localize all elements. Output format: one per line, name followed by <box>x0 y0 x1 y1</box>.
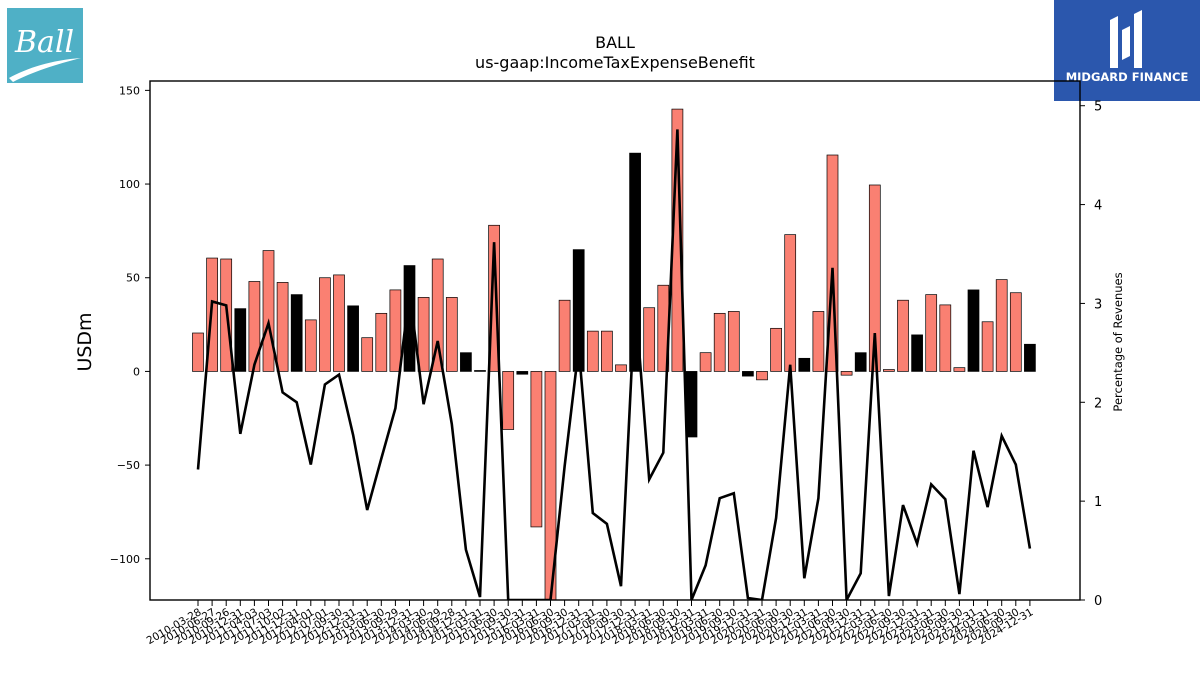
ball-logo-text: Ball <box>14 25 74 60</box>
bar-2016-03-31 <box>530 371 543 528</box>
bars-layer <box>192 108 1036 601</box>
ball-logo: Ball <box>7 8 83 83</box>
bar-2012-12-31 <box>347 305 359 372</box>
chart-title: BALL <box>595 33 635 52</box>
bar-2013-06-30 <box>375 312 388 372</box>
y2-tick-label: 0 <box>1094 594 1102 609</box>
bar-2017-03-31 <box>586 330 599 372</box>
y2-tick-label: 4 <box>1094 199 1102 214</box>
y-tick-label: 50 <box>126 272 140 285</box>
bar-2011-07-03 <box>262 250 275 372</box>
y-axis-label: USDm <box>74 312 96 371</box>
y-tick-label: −50 <box>117 459 140 472</box>
bar-2019-06-30 <box>713 312 726 372</box>
chart-subtitle: us-gaap:IncomeTaxExpenseBenefit <box>475 53 755 72</box>
bar-2014-03-30 <box>417 297 430 372</box>
plot-frame <box>149 80 1081 601</box>
bar-2010-03-28 <box>192 332 204 372</box>
bar-2020-06-30 <box>770 327 782 372</box>
bar-2011-10-02 <box>276 282 289 372</box>
bar-2014-06-29 <box>431 258 444 372</box>
bar-2024-12-31 <box>1024 343 1036 372</box>
bar-2024-09-30 <box>1009 292 1022 372</box>
bar-2015-12-31 <box>516 371 529 375</box>
y2-tick-label: 3 <box>1094 297 1102 312</box>
line-layer <box>196 129 1032 600</box>
bar-2012-04-01 <box>304 319 317 372</box>
y-tick-label: −100 <box>110 553 140 566</box>
bar-2014-12-31 <box>460 352 472 372</box>
bar-2022-12-31 <box>911 334 923 372</box>
bar-2021-06-30 <box>826 154 839 372</box>
axes-layer: −100−500501001500123452010-03-282010-06-… <box>110 80 1102 647</box>
bar-2015-09-30 <box>502 371 515 430</box>
bar-2019-12-31 <box>742 371 754 377</box>
bar-2011-12-31 <box>290 294 303 372</box>
bar-2018-12-31 <box>685 371 698 438</box>
bar-2013-12-31 <box>403 265 416 372</box>
ball-logo-swoosh <box>9 58 81 82</box>
bar-2022-09-30 <box>897 299 909 372</box>
midgard-logo-mark <box>1110 10 1142 68</box>
bar-2019-09-30 <box>727 311 740 372</box>
bar-2022-06-30 <box>883 369 895 372</box>
bar-2016-09-30 <box>558 299 571 372</box>
bar-2011-04-03 <box>248 281 261 372</box>
bar-2016-12-31 <box>572 249 585 372</box>
bar-2020-03-31 <box>756 371 768 381</box>
bar-2021-12-31 <box>854 352 867 372</box>
midgard-finance-logo: MIDGARD FINANCE <box>1054 0 1200 101</box>
bar-2017-06-30 <box>601 330 613 372</box>
y2-axis-label: Percentage of Revenues <box>1111 272 1125 411</box>
y-tick-label: 0 <box>133 365 140 378</box>
bar-2017-12-31 <box>629 152 641 372</box>
bar-2020-12-31 <box>798 357 811 372</box>
bar-2020-09-30 <box>784 234 797 372</box>
bar-2019-03-31 <box>699 352 712 372</box>
midgard-logo-text: MIDGARD FINANCE <box>1066 70 1189 84</box>
bar-2024-06-30 <box>995 279 1008 372</box>
bar-2015-06-30 <box>488 224 500 372</box>
bar-2018-03-31 <box>643 307 656 372</box>
bar-2024-03-31 <box>981 321 994 372</box>
bar-2021-03-31 <box>812 311 825 372</box>
bar-2023-06-30 <box>939 304 952 372</box>
y2-tick-label: 5 <box>1094 100 1102 115</box>
bar-2013-09-29 <box>389 289 402 372</box>
bar-2023-12-31 <box>967 289 980 372</box>
revenue-percentage-line <box>196 129 1032 600</box>
bar-2012-07-01 <box>319 277 331 372</box>
y2-tick-label: 2 <box>1094 396 1102 411</box>
bar-2017-09-30 <box>615 364 627 372</box>
bar-2015-03-31 <box>474 370 486 372</box>
bar-2014-09-28 <box>445 297 458 372</box>
y-tick-label: 100 <box>119 178 140 191</box>
bar-2012-09-30 <box>333 274 345 372</box>
bar-2022-03-31 <box>868 184 881 372</box>
bar-2021-09-30 <box>840 371 853 376</box>
bar-2013-03-31 <box>361 337 374 372</box>
bar-2023-03-31 <box>925 294 938 372</box>
bar-2010-12-31 <box>234 308 247 372</box>
ball-logo-background <box>7 8 83 83</box>
y2-tick-label: 1 <box>1094 495 1102 510</box>
bar-2023-09-30 <box>953 367 966 372</box>
y-tick-label: 150 <box>119 84 140 97</box>
